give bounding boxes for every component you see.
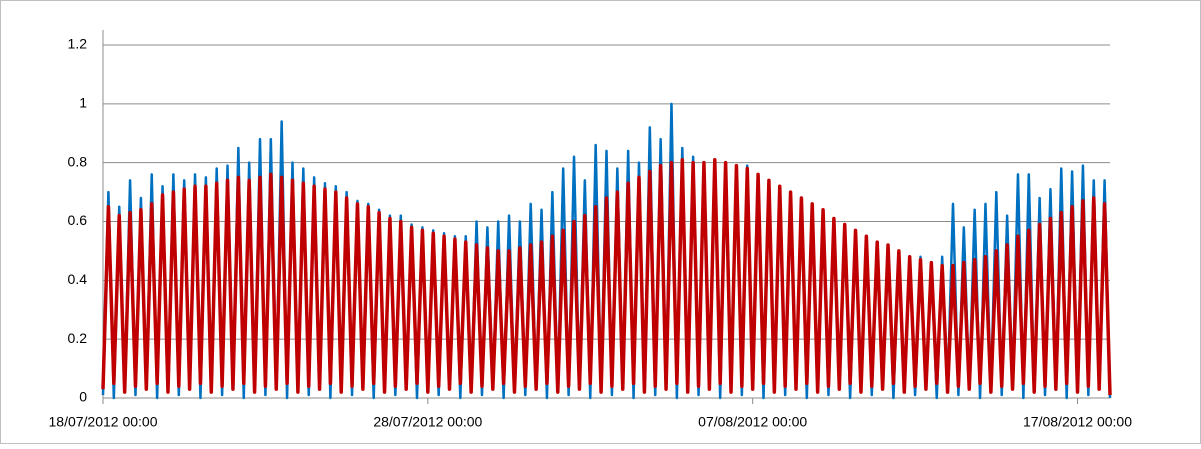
series-line [101,157,1112,396]
y-tick-label: 0.4 [68,271,88,287]
y-tick-label: 1 [79,95,87,111]
x-tick-label: 28/07/2012 00:00 [373,414,482,430]
y-tick-label: 0 [79,389,87,405]
series-line [101,102,1112,400]
y-tick-label: 0.8 [68,153,88,169]
x-tick-label: 07/08/2012 00:00 [698,414,807,430]
y-tick-label: 1.2 [68,36,88,52]
y-tick-label: 0.2 [68,330,88,346]
y-tick-label: 0.6 [68,212,88,228]
x-tick-label: 17/08/2012 00:00 [1023,414,1132,430]
x-tick-label: 18/07/2012 00:00 [49,414,158,430]
